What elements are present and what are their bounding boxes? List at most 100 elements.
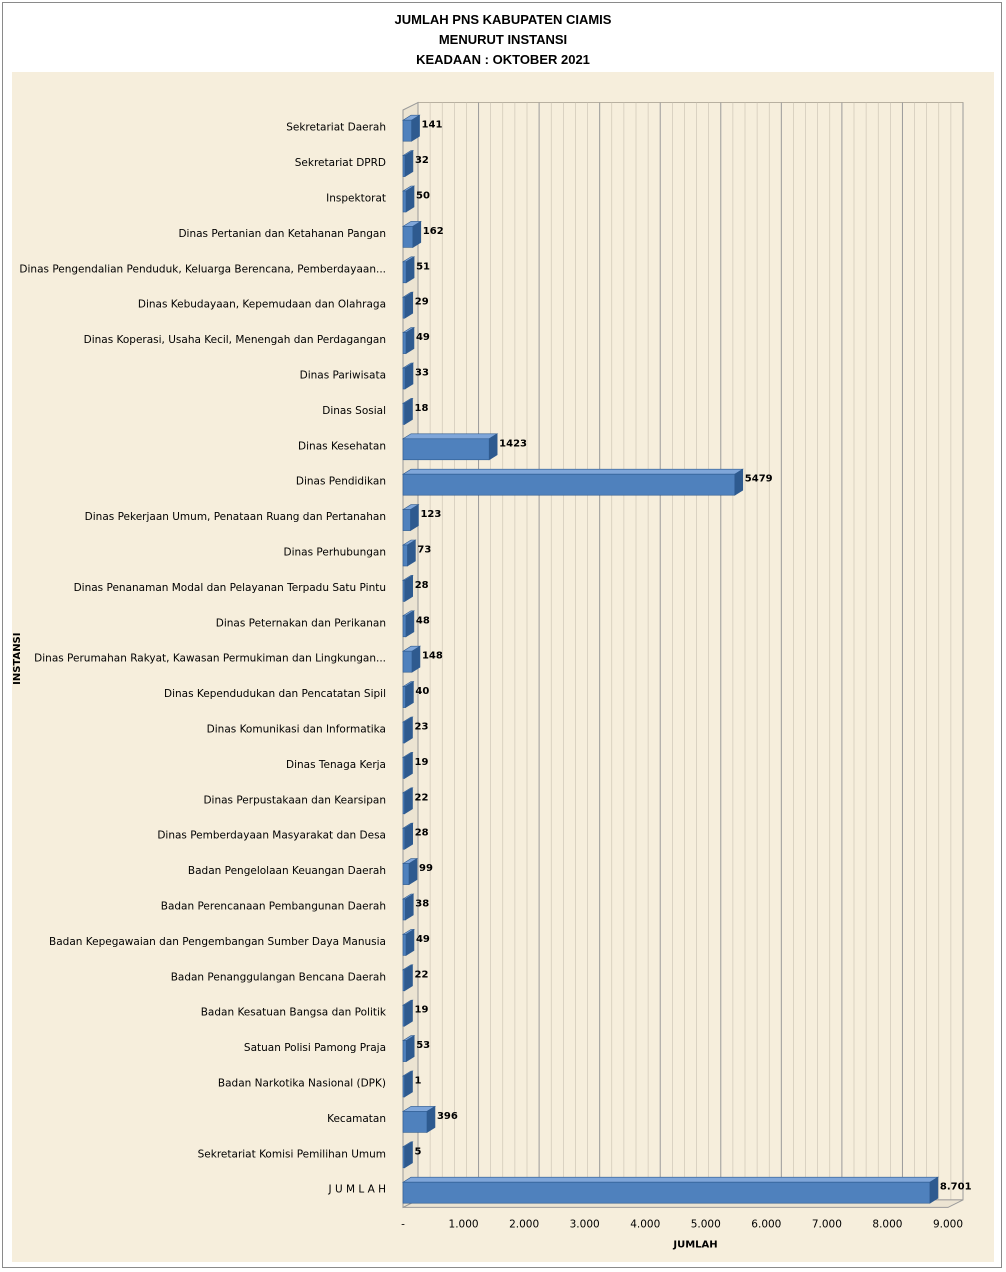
bar (402, 863, 410, 885)
data-label: 49 (416, 332, 430, 343)
category-label: Dinas Pertanian dan Ketahanan Pangan (178, 228, 386, 240)
data-label: 148 (422, 651, 443, 662)
bar (402, 1146, 405, 1169)
bar (402, 509, 411, 531)
bar-side-face (404, 1141, 413, 1169)
bar-side-face (405, 1035, 415, 1063)
bar (402, 1075, 405, 1098)
data-label: 32 (415, 155, 429, 166)
data-label: 73 (417, 545, 431, 556)
bar-side-face (411, 114, 420, 142)
bar-side-face (412, 220, 422, 248)
bar-side-face (405, 327, 415, 355)
category-label: Badan Narkotika Nasional (DPK) (218, 1078, 386, 1090)
data-label: 40 (415, 686, 429, 697)
category-label: Dinas Pemberdayaan Masyarakat dan Desa (157, 830, 386, 842)
bar (402, 1004, 405, 1027)
bar (402, 473, 736, 496)
data-label: 19 (415, 757, 429, 768)
category-label: Satuan Polisi Pamong Praja (244, 1042, 386, 1054)
data-label: 48 (416, 615, 430, 626)
data-label: 141 (422, 120, 443, 131)
category-label: Dinas Komunikasi dan Informatika (207, 724, 386, 736)
bar (402, 119, 412, 142)
category-label: Badan Penanggulangan Bencana Daerah (171, 971, 386, 983)
category-label: J U M L A H (328, 1184, 386, 1196)
bar-side-face (404, 291, 414, 319)
category-label: Badan Kesatuan Bangsa dan Politik (201, 1007, 387, 1019)
bar (402, 296, 406, 319)
data-label: 28 (415, 828, 429, 839)
bar-side-face (404, 397, 413, 425)
data-label: 1423 (499, 438, 527, 449)
data-label: 18 (415, 403, 429, 414)
x-tick-label: 9.000 (933, 1218, 963, 1230)
category-label: Dinas Pendidikan (296, 476, 386, 488)
bar (402, 615, 407, 638)
bar (402, 1181, 931, 1204)
bar (402, 155, 406, 177)
category-label: Dinas Koperasi, Usaha Kecil, Menengah da… (84, 334, 386, 346)
bar-side-face (734, 468, 744, 496)
category-label: Dinas Pengendalian Penduduk, Keluarga Be… (19, 263, 386, 275)
bar-side-face (408, 858, 418, 886)
data-label: 123 (420, 509, 441, 520)
category-label: Dinas Kebudayaan, Kepemudaan dan Olahrag… (138, 299, 386, 311)
bar-side-face (405, 928, 415, 956)
bar (402, 934, 407, 956)
x-tick-label: 4.000 (630, 1218, 660, 1230)
bar-top-face (401, 468, 744, 475)
category-label: Dinas Perumahan Rakyat, Kawasan Permukim… (34, 653, 386, 665)
category-label: Dinas Pekerjaan Umum, Penataan Ruang dan… (85, 511, 386, 523)
x-tick-label: 3.000 (570, 1218, 600, 1230)
bar (402, 226, 414, 248)
bar (402, 792, 405, 815)
x-tick-label: 5.000 (691, 1218, 721, 1230)
category-label: Sekretariat DPRD (295, 157, 386, 169)
chart-title-line-1: JUMLAH PNS KABUPATEN CIAMIS (394, 12, 612, 27)
bar-side-face (404, 787, 413, 815)
bar-side-face (405, 893, 414, 921)
category-label: Dinas Penanaman Modal dan Pelayanan Terp… (74, 582, 386, 594)
x-axis-title: JUMLAH (672, 1239, 717, 1250)
chart-title-line-3: KEADAAN : OKTOBER 2021 (416, 52, 590, 67)
bar-side-face (404, 150, 414, 178)
data-label: 99 (419, 863, 433, 874)
bar (402, 580, 405, 602)
data-label: 19 (415, 1005, 429, 1016)
x-tick-label: 6.000 (751, 1218, 781, 1230)
category-label: Dinas Sosial (322, 405, 386, 417)
bar (402, 403, 405, 425)
bar-side-face (410, 504, 419, 532)
bar (402, 1111, 428, 1133)
category-label: Sekretariat Daerah (286, 122, 386, 134)
data-label: 22 (415, 969, 429, 980)
category-label: Dinas Perpustakaan dan Kearsipan (203, 794, 386, 806)
category-label: Dinas Peternakan dan Perikanan (216, 617, 386, 629)
x-tick-label: - (401, 1218, 405, 1230)
bar (402, 650, 413, 673)
bar (402, 827, 405, 850)
category-label: Badan Pengelolaan Keuangan Daerah (188, 865, 386, 877)
bar-side-face (405, 681, 414, 709)
data-label: 38 (415, 899, 429, 910)
y-axis-title: INSTANSI (12, 633, 23, 685)
data-label: 8.701 (940, 1182, 972, 1193)
data-label: 162 (423, 226, 444, 237)
bar (402, 757, 405, 779)
category-label: Dinas Pariwisata (300, 370, 386, 382)
bar-side-face (404, 964, 413, 992)
data-label: 23 (415, 722, 429, 733)
data-label: 49 (416, 934, 430, 945)
bar (402, 686, 406, 708)
bar (402, 544, 408, 567)
category-label: Dinas Kependudukan dan Pencatatan Sipil (164, 688, 386, 700)
category-label: Dinas Kesehatan (298, 440, 386, 452)
bar-side-face (404, 716, 413, 744)
bar-side-face (404, 574, 413, 602)
data-label: 28 (415, 580, 429, 591)
category-label: Kecamatan (327, 1113, 386, 1125)
data-label: 51 (416, 261, 430, 272)
data-label: 29 (415, 297, 429, 308)
